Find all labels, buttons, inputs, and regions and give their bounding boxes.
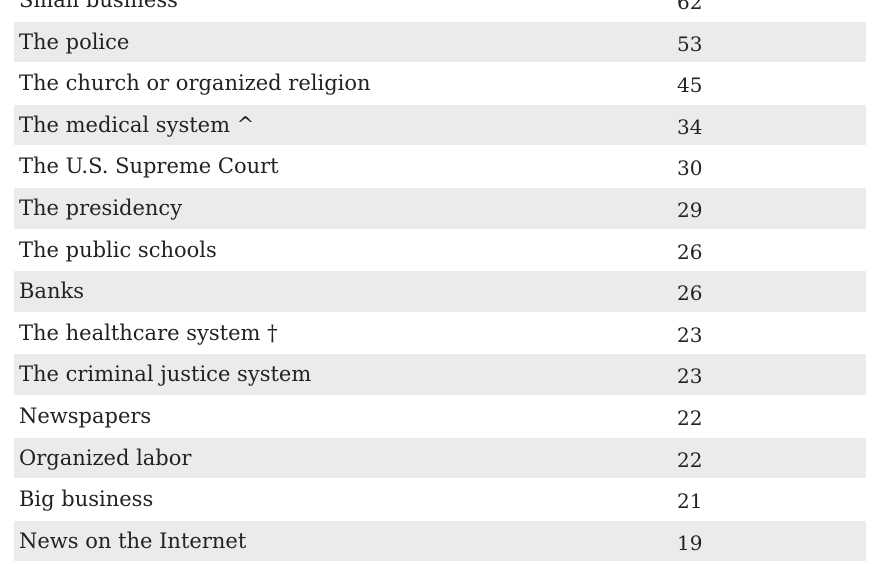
row-value: 23 (677, 322, 703, 347)
table-row: Newspapers 22 (14, 394, 866, 437)
row-value: 21 (677, 489, 703, 514)
row-value: 26 (677, 281, 703, 306)
table-row: The presidency 29 (14, 186, 866, 229)
row-label: The healthcare system † (19, 320, 278, 345)
table-row: News on the Internet 19 (14, 519, 866, 562)
row-label: The medical system ^ (19, 112, 255, 137)
row-label: The presidency (19, 195, 183, 220)
row-label: The church or organized religion (19, 71, 371, 96)
row-value: 19 (677, 530, 703, 555)
table-row: Banks 26 (14, 270, 866, 312)
table-row: The criminal justice system 23 (14, 353, 866, 395)
row-value: 53 (677, 31, 703, 56)
table-row: The U.S. Supreme Court 30 (14, 145, 866, 187)
row-label: The public schools (19, 237, 217, 262)
row-label: Organized labor (19, 445, 192, 470)
row-value: 22 (677, 447, 703, 472)
row-label: Banks (19, 279, 84, 304)
table-row: The medical system ^ 34 (14, 103, 866, 146)
row-value: 23 (677, 364, 703, 389)
table-row: The church or organized religion 45 (14, 62, 866, 104)
row-label: Newspapers (19, 403, 152, 428)
table-row: Small business 62 (14, 0, 866, 21)
row-value: 26 (677, 239, 703, 264)
table-row: The police 53 (14, 20, 866, 63)
confidence-table: Small business 62 The police 53 The chur… (14, 0, 866, 562)
row-value: 62 (677, 0, 703, 14)
table-row: Organized labor 22 (14, 436, 866, 479)
row-value: 29 (677, 197, 703, 222)
table-row: The public schools 26 (14, 228, 866, 271)
table-row: The healthcare system † 23 (14, 311, 866, 354)
row-label: Small business (19, 0, 178, 12)
row-value: 22 (677, 405, 703, 430)
row-label: The U.S. Supreme Court (19, 154, 279, 179)
row-label: Big business (19, 487, 154, 512)
row-label: The police (19, 29, 130, 54)
row-value: 45 (677, 73, 703, 98)
table-row: Big business 21 (14, 478, 866, 520)
row-value: 34 (677, 114, 703, 139)
row-label: The criminal justice system (19, 362, 312, 387)
row-value: 30 (677, 156, 703, 181)
